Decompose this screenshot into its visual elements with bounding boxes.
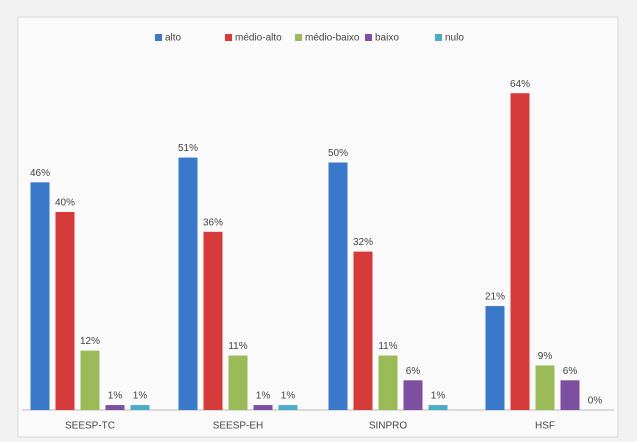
legend-swatch [155,34,162,41]
legend-swatch [225,34,232,41]
legend-swatch [435,34,442,41]
bar [560,380,580,410]
x-tick-label: SEESP-TC [65,421,115,432]
value-label: 9% [538,351,553,362]
bar [105,405,125,410]
legend-swatch [295,34,302,41]
value-label: 36% [203,217,223,228]
value-label: 11% [228,341,247,352]
bar [278,405,298,410]
value-label: 0% [588,396,603,407]
bar [55,212,75,410]
x-tick-label: HSF [535,421,555,432]
bar [80,350,100,410]
value-label: 51% [178,143,198,154]
value-label: 1% [281,391,296,402]
legend-label: alto [165,33,182,44]
value-label: 6% [406,366,421,377]
value-label: 1% [431,391,446,402]
value-label: 64% [510,79,530,90]
x-tick-label: SEESP-EH [213,421,264,432]
value-label: 1% [256,391,271,402]
legend-label: nulo [445,33,464,44]
value-label: 1% [133,391,148,402]
bar [328,162,348,410]
bar [485,306,505,410]
value-label: 46% [30,168,50,179]
bar [178,157,198,410]
bar [253,405,273,410]
x-tick-label: SINPRO [369,421,408,432]
bar [30,182,50,410]
bar [378,355,398,410]
legend-label: médio-baixo [305,33,360,44]
value-label: 50% [328,148,348,159]
bar [403,380,423,410]
legend-swatch [365,34,372,41]
value-label: 1% [108,391,123,402]
value-label: 11% [378,341,397,352]
value-label: 40% [55,198,75,209]
value-label: 12% [80,336,100,347]
legend-label: baixo [375,33,399,44]
bar [228,355,248,410]
value-label: 32% [353,237,373,248]
bar [130,405,150,410]
legend-label: médio-alto [235,33,282,44]
bar [510,93,530,410]
bar [203,231,223,410]
bar [428,405,448,410]
bar [535,365,555,410]
bar [353,251,373,410]
value-label: 21% [485,292,505,303]
value-label: 6% [563,366,578,377]
